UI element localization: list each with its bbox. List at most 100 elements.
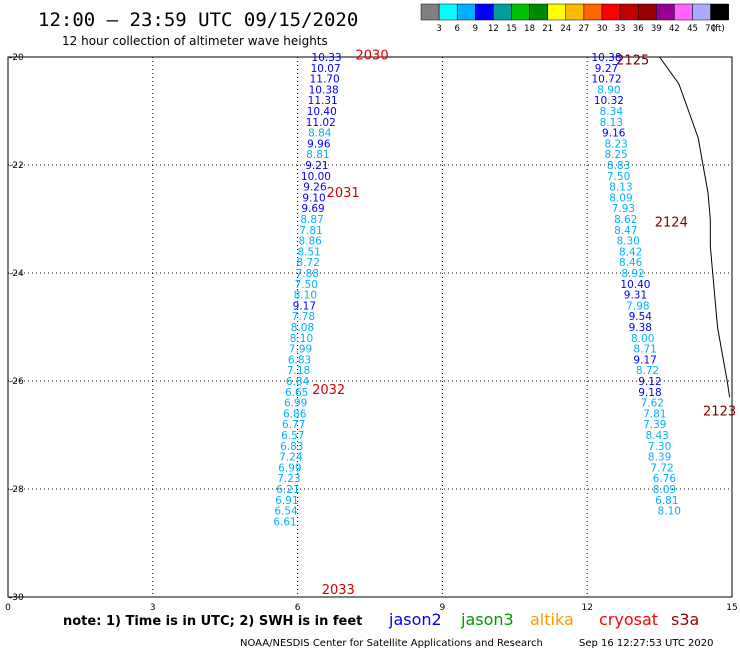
colorbar-swatch <box>692 3 711 21</box>
wave-height-value: 8.51 <box>297 246 320 258</box>
wave-height-value: 7.99 <box>289 344 312 356</box>
colorbar-swatch <box>710 3 729 21</box>
colorbar-label: 24 <box>560 24 571 34</box>
wave-height-value: 8.90 <box>597 84 620 96</box>
wave-height-value: 9.54 <box>629 311 653 323</box>
wave-height-value: 6.76 <box>653 473 677 485</box>
wave-height-value: 8.23 <box>604 138 627 150</box>
wave-height-value: 8.83 <box>607 160 630 172</box>
wave-height-value: 9.21 <box>305 160 328 172</box>
colorbar-label: 12 <box>488 24 499 34</box>
x-tick-label: 12 <box>581 603 592 613</box>
colorbar-label: 27 <box>578 24 589 34</box>
wave-height-value: 6.84 <box>286 376 310 388</box>
wave-height-value: 11.70 <box>310 74 340 86</box>
wave-height-value: 7.93 <box>612 203 635 215</box>
wave-height-value: 10.38 <box>591 52 621 64</box>
colorbar-swatch <box>583 3 603 21</box>
plot-frame <box>7 56 733 598</box>
wave-height-value: 7.81 <box>299 225 322 237</box>
wave-height-value: 8.42 <box>619 246 642 258</box>
wave-height-value: 9.26 <box>303 182 327 194</box>
colorbar-swatch <box>456 3 476 21</box>
colorbar-label: 45 <box>687 24 698 34</box>
colorbar-swatch <box>493 3 512 21</box>
wave-height-value: 10.72 <box>591 74 621 86</box>
wave-height-value: 6.81 <box>655 495 678 507</box>
colorbar-label: 30 <box>597 24 608 34</box>
wave-height-value: 8.09 <box>609 192 632 204</box>
wave-height-value: 8.71 <box>633 344 656 356</box>
x-tick-label: 0 <box>5 603 11 613</box>
colorbar-label: 18 <box>524 24 535 34</box>
wave-height-value: 9.17 <box>293 300 316 312</box>
colorbar-label: 33 <box>615 24 626 34</box>
wave-height-value: 9.38 <box>629 322 652 334</box>
wave-height-value: 10.32 <box>594 95 624 107</box>
wave-height-value: 7.81 <box>643 408 666 420</box>
colorbar-label: 21 <box>542 24 553 34</box>
wave-height-value: 8.72 <box>636 365 659 377</box>
colorbar-swatch <box>475 3 494 21</box>
wave-height-value: 8.13 <box>609 182 632 194</box>
x-tick-label: 6 <box>295 603 301 613</box>
colorbar-label: 70 <box>705 24 716 34</box>
wave-height-value: 8.00 <box>631 333 654 345</box>
wave-height-value: 6.99 <box>278 462 301 474</box>
wave-height-value: 8.13 <box>600 117 623 129</box>
wave-height-value: 8.09 <box>653 484 676 496</box>
wave-height-value: 8.92 <box>621 268 644 280</box>
colorbar-label: 36 <box>633 24 644 34</box>
wave-height-value: 7.30 <box>648 441 671 453</box>
wave-height-value: 6.54 <box>274 506 298 518</box>
wave-height-value: 8.39 <box>648 452 671 464</box>
wave-height-value: 9.27 <box>595 63 618 75</box>
y-tick-label: -22 <box>9 161 24 171</box>
wave-height-value: 6.83 <box>288 354 311 366</box>
colorbar-label: 9 <box>473 24 478 34</box>
wave-height-value: 11.31 <box>308 95 338 107</box>
wave-height-value: 7.24 <box>279 452 303 464</box>
wave-height-value: 8.46 <box>619 257 643 269</box>
x-axis-ticks: 0 3 6 9 12 15 <box>5 603 738 613</box>
chart-subtitle: 12 hour collection of altimeter wave hei… <box>62 34 328 48</box>
pass-label: 2124 <box>655 216 688 231</box>
y-tick-label: -20 <box>9 53 24 63</box>
wave-height-value: 7.50 <box>295 279 318 291</box>
chart-title: 12:00 – 23:59 UTC 09/15/2020 <box>38 9 358 31</box>
colorbar-swatch <box>674 3 693 21</box>
colorbar-swatch <box>529 3 548 21</box>
colorbar-swatch <box>511 3 530 21</box>
wave-height-value: 10.00 <box>301 171 331 183</box>
satellite-legend-s3a: s3a <box>671 610 699 629</box>
plot-grid <box>8 57 732 597</box>
wave-height-value: 6.21 <box>276 484 299 496</box>
colorbar-legend: 3 6 9 12 15 18 21 24 27 30 33 36 39 42 45 70(ft) <box>420 3 729 34</box>
colorbar-label: 39 <box>651 24 662 34</box>
pass-label: 2125 <box>616 54 649 69</box>
y-axis-ticks: -20 -22 -24 -26 -28 -30 <box>9 53 24 603</box>
wave-height-value: 10.40 <box>307 106 337 118</box>
wave-height-value: 6.99 <box>284 398 307 410</box>
wave-height-value: 8.72 <box>297 257 320 269</box>
colorbar-swatch <box>420 3 440 21</box>
wave-height-value: 7.18 <box>287 365 310 377</box>
wave-height-value: 8.81 <box>306 149 329 161</box>
wave-height-value: 9.96 <box>307 138 331 150</box>
coastline <box>659 56 731 398</box>
colorbar-swatch <box>547 3 567 21</box>
wave-height-value: 8.08 <box>291 322 314 334</box>
wave-height-value: 8.34 <box>600 106 624 118</box>
wave-height-value: 7.50 <box>607 171 630 183</box>
colorbar-swatch <box>656 3 675 21</box>
wave-height-value: 9.12 <box>638 376 661 388</box>
wave-height-value: 6.86 <box>283 408 307 420</box>
wave-height-value: 8.47 <box>614 225 637 237</box>
wave-height-value: 8.84 <box>308 128 332 140</box>
colorbar-unit: (ft) <box>712 24 725 34</box>
colorbar-swatch <box>601 3 621 21</box>
colorbar-swatch <box>637 3 657 21</box>
wave-height-value: 9.69 <box>301 203 324 215</box>
wave-height-value: 6.83 <box>280 441 303 453</box>
